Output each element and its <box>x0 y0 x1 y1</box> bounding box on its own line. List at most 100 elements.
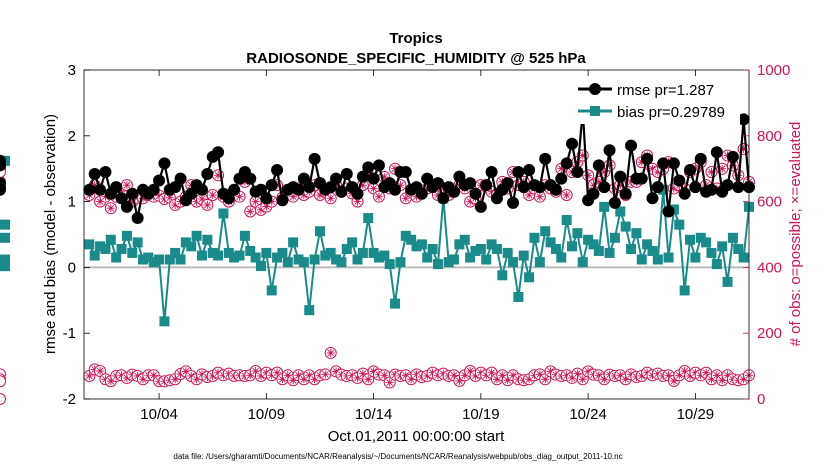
bias-point <box>631 228 642 239</box>
bias-point <box>223 247 234 258</box>
obs-cross <box>600 167 609 176</box>
bias-point <box>379 250 390 261</box>
series-layer <box>0 105 755 405</box>
bias-point <box>154 254 165 265</box>
obs-cross <box>600 375 609 384</box>
rmse-point <box>437 192 450 205</box>
bias-point <box>588 239 599 250</box>
rmse-point <box>201 167 214 180</box>
x-tick-label: 10/19 <box>462 406 500 423</box>
bias-point <box>213 250 224 261</box>
obs-cross <box>85 371 94 380</box>
obs-cross <box>739 144 748 153</box>
bias-point <box>481 254 492 265</box>
rmse-point <box>555 172 568 185</box>
bias-point <box>685 234 696 245</box>
bias-point <box>95 241 106 252</box>
bias-point <box>331 254 342 265</box>
bias-point <box>626 243 637 254</box>
bias-point <box>116 243 127 254</box>
obs-cross <box>305 371 314 380</box>
bias-point <box>550 243 561 254</box>
rmse-point <box>684 164 697 177</box>
rmse-point <box>222 192 235 205</box>
bias-point <box>137 254 148 265</box>
bias-point <box>620 221 631 232</box>
bias-point <box>266 285 277 296</box>
obs-cross <box>391 164 400 173</box>
obs-marker <box>319 368 332 381</box>
rmse-point <box>292 183 305 196</box>
x-tick-label: 10/29 <box>677 406 715 423</box>
bias-point <box>239 230 250 241</box>
bias-point <box>368 247 379 258</box>
bias-point <box>534 257 545 268</box>
bias-point <box>357 247 368 258</box>
rmse-point <box>448 185 461 198</box>
bias-point <box>186 241 197 252</box>
rmse-point <box>0 157 6 170</box>
bias-point <box>298 257 309 268</box>
obs-cross <box>128 197 137 206</box>
bias-point <box>293 254 304 265</box>
obs-cross <box>358 369 367 378</box>
rmse-point <box>608 196 621 209</box>
bias-point <box>352 254 363 265</box>
obs-cross <box>509 371 518 380</box>
rmse-point <box>737 113 750 126</box>
y-tick-label: 0 <box>68 259 76 276</box>
legend-bias-label: bias pr=0.29789 <box>617 104 725 121</box>
obs-cross <box>326 348 335 357</box>
obs-cross <box>310 375 319 384</box>
bias-point <box>320 250 331 261</box>
obs-cross <box>578 151 587 160</box>
rmse-point <box>367 172 380 185</box>
bias-point <box>701 237 712 248</box>
obs-cross <box>594 371 603 380</box>
obs-cross <box>525 375 534 384</box>
bias-point <box>314 226 325 237</box>
obs-cross <box>584 367 593 376</box>
rmse-point <box>657 157 670 170</box>
rmse-point <box>356 170 369 183</box>
rmse-point <box>453 170 466 183</box>
obs-cross <box>240 177 249 186</box>
obs-cross <box>294 371 303 380</box>
chart-title: Tropics <box>389 30 442 47</box>
bias-point <box>615 206 626 217</box>
obs-cross <box>380 172 389 181</box>
bias-point <box>341 243 352 254</box>
obs-cross <box>471 371 480 380</box>
rmse-point <box>110 181 123 194</box>
data-file-footnote: data file: /Users/gharamti/Documents/NCA… <box>173 452 622 461</box>
obs-cross <box>289 192 298 201</box>
y-right-tick-label: 200 <box>757 325 782 342</box>
rmse-point <box>474 200 487 213</box>
bias-point <box>143 252 154 263</box>
obs-cross <box>106 204 115 213</box>
rmse-point <box>651 181 664 194</box>
bias-point <box>347 237 358 248</box>
bias-point <box>207 247 218 258</box>
bias-point <box>180 237 191 248</box>
bias-point <box>652 254 663 265</box>
obs-cross <box>262 202 271 211</box>
obs-cross <box>401 194 410 203</box>
rmse-point <box>732 181 745 194</box>
rmse-point <box>625 139 638 152</box>
obs-cross <box>535 192 544 201</box>
bias-point <box>363 213 374 224</box>
rmse-point <box>619 187 632 200</box>
plot-frame <box>83 69 750 400</box>
obs-cross <box>568 373 577 382</box>
bias-point <box>738 252 749 263</box>
rmse-point <box>260 192 273 205</box>
x-tick-label: 10/14 <box>355 406 393 423</box>
rmse-point <box>372 159 385 172</box>
obs-cross <box>616 181 625 190</box>
bias-point <box>459 234 470 245</box>
y-tick-label: 3 <box>68 62 76 79</box>
bias-point <box>524 272 535 283</box>
obs-cross <box>444 191 453 200</box>
obs-cross <box>155 191 164 200</box>
